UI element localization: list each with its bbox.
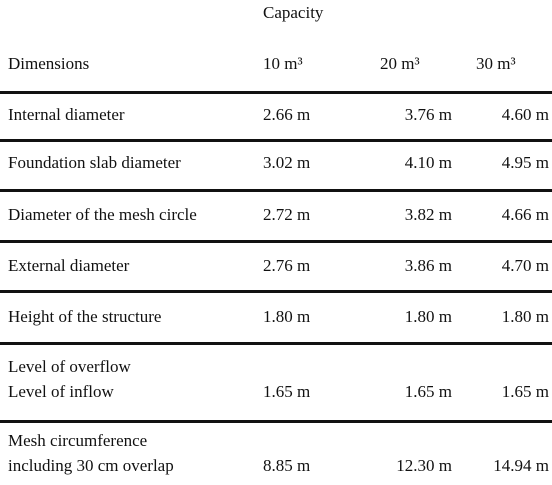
cell-value: 4.70 m — [501, 256, 549, 275]
column-header: Dimensions — [8, 54, 90, 73]
cell-value: 12.30 m — [396, 456, 452, 475]
cell-value: 4.95 m — [501, 153, 549, 172]
row-label: Diameter of the mesh circle — [8, 205, 197, 224]
cell-value: 4.10 m — [404, 153, 452, 172]
column-header: 10 m³ — [263, 54, 303, 73]
rule — [0, 240, 552, 243]
rule — [0, 420, 552, 423]
cell-value: 1.65 m — [263, 382, 311, 401]
cell-value: 1.80 m — [263, 307, 311, 326]
rule — [0, 342, 552, 345]
row-label: Height of the structure — [8, 307, 162, 326]
row-label: including 30 cm overlap — [8, 456, 174, 475]
row-label: External diameter — [8, 256, 130, 275]
rule — [0, 189, 552, 192]
cell-value: 4.66 m — [501, 205, 549, 224]
rule — [0, 91, 552, 94]
row-label: Foundation slab diameter — [8, 153, 181, 172]
cell-value: 1.65 m — [501, 382, 549, 401]
cell-value: 2.72 m — [263, 205, 311, 224]
cell-value: 14.94 m — [493, 456, 549, 475]
row-label: Internal diameter — [8, 105, 125, 124]
cell-value: 4.60 m — [501, 105, 549, 124]
row-label: Level of inflow — [8, 382, 114, 401]
cell-value: 3.86 m — [404, 256, 452, 275]
cell-value: 2.66 m — [263, 105, 311, 124]
row-label: Mesh circumference — [8, 431, 148, 450]
cell-value: 1.80 m — [404, 307, 452, 326]
cell-value: 8.85 m — [263, 456, 311, 475]
cell-value: 1.65 m — [404, 382, 452, 401]
row-label: Level of overflow — [8, 357, 131, 376]
cell-value: 3.02 m — [263, 153, 311, 172]
column-header: 20 m³ — [380, 54, 420, 73]
rule — [0, 290, 552, 293]
rule — [0, 139, 552, 142]
cell-value: 3.76 m — [404, 105, 452, 124]
capacity-header: Capacity — [263, 3, 324, 22]
cell-value: 1.80 m — [501, 307, 549, 326]
cell-value: 3.82 m — [404, 205, 452, 224]
cell-value: 2.76 m — [263, 256, 311, 275]
column-header: 30 m³ — [476, 54, 516, 73]
